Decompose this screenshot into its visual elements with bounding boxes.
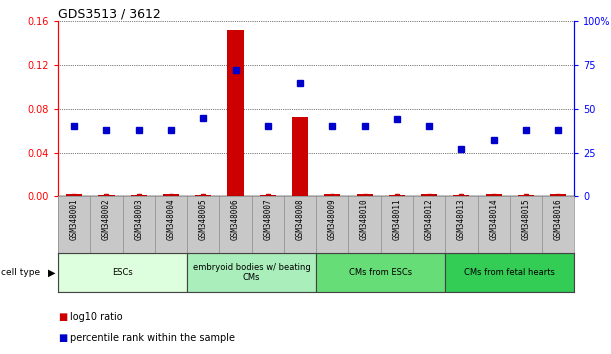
Text: GSM348008: GSM348008 xyxy=(296,198,304,240)
Bar xyxy=(445,253,574,292)
Bar xyxy=(486,194,502,196)
Text: GSM348001: GSM348001 xyxy=(70,198,79,240)
Text: GSM348010: GSM348010 xyxy=(360,198,369,240)
Bar xyxy=(66,194,82,196)
Text: CMs from fetal hearts: CMs from fetal hearts xyxy=(464,268,555,277)
Text: GSM348004: GSM348004 xyxy=(166,198,175,240)
Bar xyxy=(227,30,244,196)
Bar xyxy=(195,195,211,196)
Text: GSM348009: GSM348009 xyxy=(328,198,337,240)
Bar xyxy=(131,195,147,196)
Text: GSM348015: GSM348015 xyxy=(521,198,530,240)
Text: ESCs: ESCs xyxy=(112,268,133,277)
Text: GSM348007: GSM348007 xyxy=(263,198,273,240)
Text: GSM348013: GSM348013 xyxy=(457,198,466,240)
Text: GSM348012: GSM348012 xyxy=(425,198,434,240)
Text: cell type: cell type xyxy=(1,268,40,277)
Text: GSM348005: GSM348005 xyxy=(199,198,208,240)
Bar xyxy=(550,194,566,196)
Text: GSM348003: GSM348003 xyxy=(134,198,143,240)
Text: GSM348011: GSM348011 xyxy=(392,198,401,240)
Text: GSM348014: GSM348014 xyxy=(489,198,498,240)
Bar xyxy=(316,253,445,292)
Bar xyxy=(357,194,373,196)
Bar xyxy=(260,195,276,196)
Text: ▶: ▶ xyxy=(48,268,55,278)
Text: GSM348002: GSM348002 xyxy=(102,198,111,240)
Bar xyxy=(187,253,316,292)
Bar xyxy=(518,195,534,196)
Text: embryoid bodies w/ beating
CMs: embryoid bodies w/ beating CMs xyxy=(193,263,310,282)
Text: log10 ratio: log10 ratio xyxy=(70,312,123,322)
Text: GSM348006: GSM348006 xyxy=(231,198,240,240)
Text: CMs from ESCs: CMs from ESCs xyxy=(349,268,412,277)
Bar xyxy=(163,194,179,196)
Bar xyxy=(292,116,308,196)
Bar xyxy=(453,195,469,196)
Bar xyxy=(98,195,114,196)
Bar xyxy=(389,195,405,196)
Text: percentile rank within the sample: percentile rank within the sample xyxy=(70,333,235,343)
Text: GDS3513 / 3612: GDS3513 / 3612 xyxy=(58,7,161,20)
Text: ■: ■ xyxy=(58,312,67,322)
Text: GSM348016: GSM348016 xyxy=(554,198,563,240)
Bar xyxy=(58,253,187,292)
Text: ■: ■ xyxy=(58,333,67,343)
Bar xyxy=(421,194,437,196)
Bar xyxy=(324,194,340,196)
